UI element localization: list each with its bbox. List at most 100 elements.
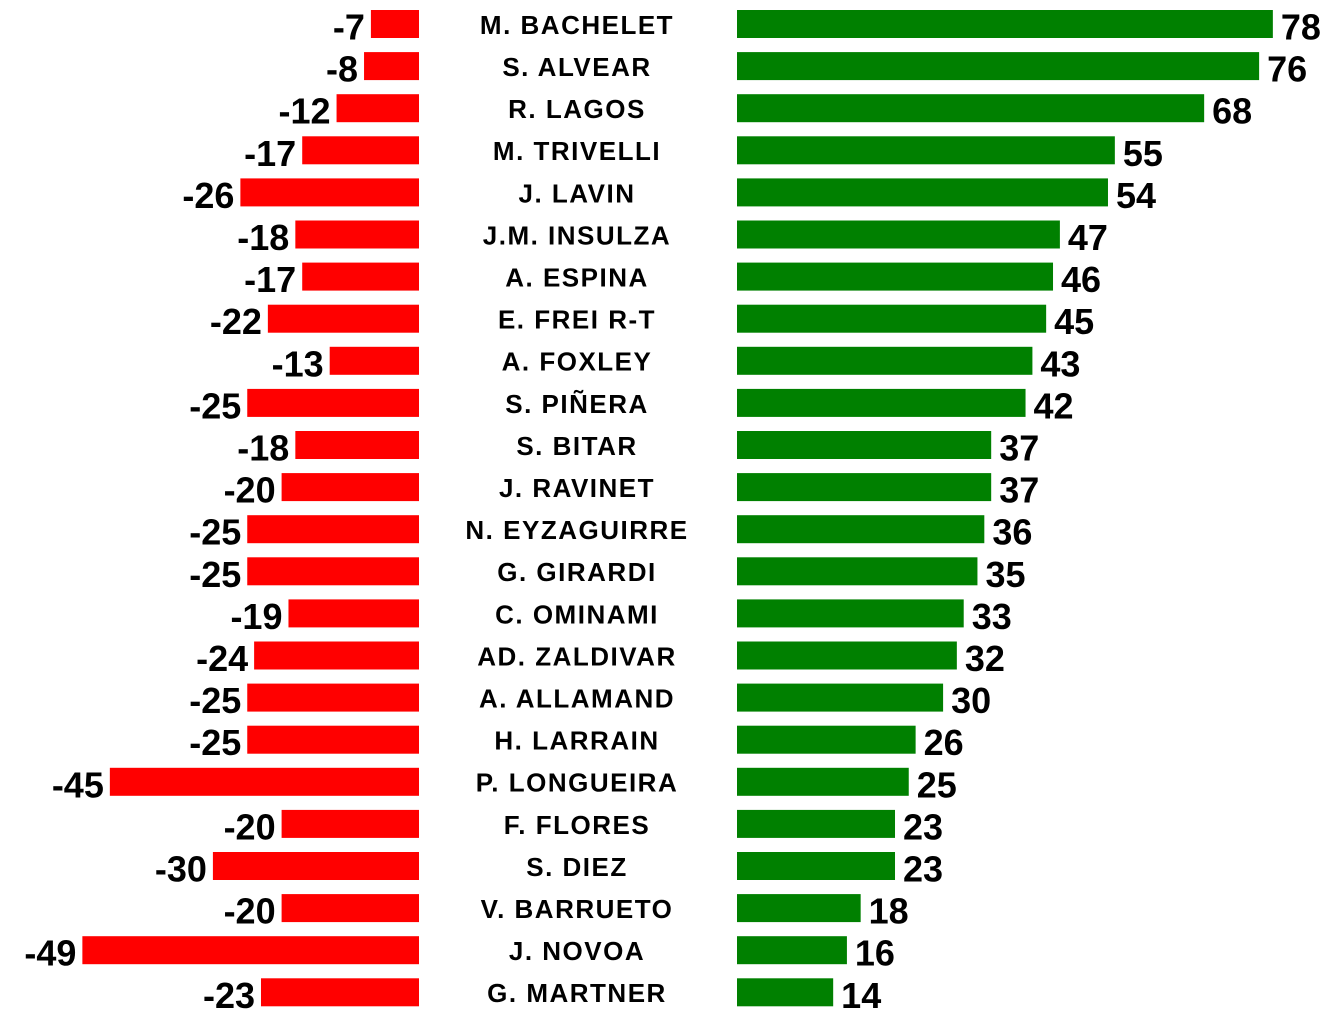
bar: [109, 767, 419, 796]
value-label: 42: [1034, 385, 1074, 426]
category-label: C. OMINAMI: [495, 599, 659, 629]
value-label: 68: [1212, 91, 1252, 132]
value-label: 37: [999, 428, 1039, 469]
bar: [737, 557, 978, 586]
category-label: R. LAGOS: [508, 94, 646, 124]
category-label: AD. ZALDIVAR: [477, 641, 677, 671]
value-label: -25: [189, 722, 241, 763]
bar: [737, 473, 992, 502]
bar: [336, 94, 419, 123]
category-label: P. LONGUEIRA: [476, 768, 678, 798]
category-label: J. NOVOA: [509, 936, 645, 966]
bar: [247, 557, 419, 586]
value-label: -19: [230, 596, 282, 637]
category-label: J.M. INSULZA: [483, 220, 671, 250]
value-label: -18: [237, 428, 289, 469]
value-label: 78: [1281, 7, 1321, 48]
value-label: -12: [279, 91, 331, 132]
bar: [737, 262, 1054, 291]
value-label: 26: [924, 722, 964, 763]
bar: [364, 52, 419, 81]
bar: [737, 641, 957, 670]
bar: [302, 262, 419, 291]
value-label: 55: [1123, 133, 1163, 174]
value-label: 35: [985, 554, 1025, 595]
value-label: 32: [965, 638, 1005, 679]
value-label: 47: [1068, 217, 1108, 258]
bar: [737, 725, 916, 754]
bar: [302, 136, 419, 165]
value-label: -25: [189, 385, 241, 426]
category-label: G. MARTNER: [487, 978, 667, 1008]
value-label: 14: [841, 975, 881, 1009]
bar: [288, 599, 419, 628]
bar: [737, 94, 1205, 123]
bar: [737, 894, 861, 923]
value-label: 25: [917, 764, 957, 805]
value-label: -22: [210, 301, 262, 342]
bar: [82, 936, 420, 965]
value-label: 45: [1054, 301, 1094, 342]
value-label: -18: [237, 217, 289, 258]
value-label: -13: [272, 343, 324, 384]
value-label: -23: [203, 975, 255, 1009]
category-label: S. BITAR: [516, 431, 637, 461]
bar: [737, 220, 1060, 249]
bar: [737, 304, 1047, 333]
category-label: V. BARRUETO: [481, 894, 674, 924]
bar: [247, 683, 419, 712]
bar: [370, 10, 419, 38]
category-label: A. FOXLEY: [502, 347, 653, 377]
value-label: -49: [24, 933, 76, 974]
category-label: S. ALVEAR: [502, 52, 651, 82]
value-label: 18: [869, 891, 909, 932]
value-label: -8: [326, 49, 358, 90]
bar: [737, 683, 944, 712]
bar: [281, 894, 419, 923]
value-label: -25: [189, 554, 241, 595]
category-label: S. DIEZ: [526, 852, 628, 882]
value-label: -25: [189, 680, 241, 721]
value-label: 76: [1267, 49, 1307, 90]
bar: [247, 725, 419, 754]
value-label: 37: [999, 470, 1039, 511]
value-label: 16: [855, 933, 895, 974]
value-label: -17: [244, 259, 296, 300]
value-label: -20: [224, 470, 276, 511]
category-label: F. FLORES: [504, 810, 650, 840]
value-label: -7: [333, 7, 365, 48]
value-label: 23: [903, 806, 943, 847]
value-label: -20: [224, 806, 276, 847]
value-label: -45: [52, 764, 104, 805]
category-label: E. FREI R-T: [498, 305, 656, 335]
bar: [240, 178, 419, 207]
value-label: 36: [992, 512, 1032, 553]
value-label: 30: [951, 680, 991, 721]
category-label: H. LARRAIN: [494, 726, 659, 756]
category-label: S. PIÑERA: [505, 389, 649, 419]
bar: [737, 346, 1033, 375]
bar: [260, 978, 419, 1007]
bar: [737, 10, 1273, 38]
bar: [737, 136, 1115, 165]
bar: [737, 515, 985, 544]
value-label: 54: [1116, 175, 1156, 216]
bar: [247, 388, 419, 417]
bar: [737, 178, 1108, 207]
value-label: -20: [224, 891, 276, 932]
category-label: N. EYZAGUIRRE: [465, 515, 688, 545]
bar: [737, 978, 834, 1007]
value-label: 43: [1040, 343, 1080, 384]
category-label: A. ESPINA: [505, 262, 649, 292]
category-label: J. LAVIN: [519, 178, 636, 208]
bar: [254, 641, 419, 670]
value-label: -26: [182, 175, 234, 216]
bar: [281, 473, 419, 502]
category-label: M. BACHELET: [480, 10, 674, 40]
bar: [737, 52, 1260, 81]
bar: [295, 220, 419, 249]
bar: [247, 515, 419, 544]
bar: [295, 431, 419, 459]
value-label: -17: [244, 133, 296, 174]
